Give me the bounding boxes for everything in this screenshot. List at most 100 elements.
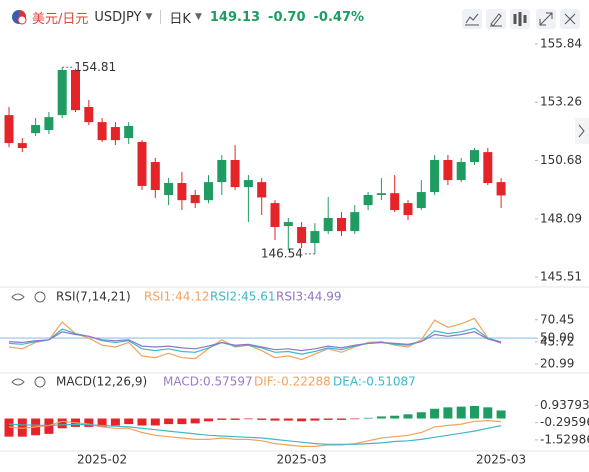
- candle-body: [350, 212, 360, 232]
- candle-body: [84, 106, 94, 123]
- candle-body: [44, 117, 54, 130]
- indicator-line: [8, 317, 502, 361]
- histogram-bar: [150, 418, 160, 426]
- histogram-bar: [496, 410, 506, 419]
- change: -0.70: [268, 9, 306, 25]
- histogram-bar: [376, 416, 386, 419]
- candle-body: [164, 183, 174, 195]
- histogram-bar: [350, 418, 360, 420]
- collapse-icon: [578, 124, 585, 138]
- candle-body: [323, 217, 333, 232]
- legend-entry: RSI3:44.99: [276, 290, 342, 304]
- eye-icon[interactable]: [11, 378, 25, 386]
- candle-body: [270, 203, 280, 228]
- x-tick-label: 2025-03: [476, 453, 526, 467]
- indicator-title: MACD(12,26,9): [56, 375, 147, 389]
- candle-body: [137, 141, 147, 186]
- histogram-bar: [403, 414, 413, 419]
- candle-body: [456, 162, 466, 181]
- histogram-bar: [456, 406, 466, 419]
- legend-entry: RSI1:44.12: [144, 290, 210, 304]
- histogram-bar: [17, 418, 27, 437]
- histogram-bar: [416, 412, 426, 419]
- y-tick-label: 20.99: [540, 356, 574, 370]
- histogram-bar: [97, 418, 107, 427]
- flag-icon: [12, 10, 27, 25]
- candle-body: [496, 182, 506, 196]
- histogram-bar: [190, 418, 200, 424]
- candle-body: [217, 160, 227, 183]
- histogram-bar: [470, 405, 479, 419]
- candle-body: [17, 143, 27, 149]
- candle-body: [430, 160, 440, 193]
- candle-body: [204, 182, 213, 201]
- legend-entry: DEA:-0.51087: [333, 375, 416, 389]
- histogram-bar: [84, 418, 94, 427]
- candle-body: [363, 194, 373, 206]
- tool-icon: [539, 12, 553, 26]
- y-tick-label: 70.45: [540, 312, 574, 326]
- candle-body: [71, 69, 80, 111]
- histogram-bar: [430, 408, 440, 419]
- histogram-bar: [323, 418, 333, 420]
- y-tick-label: 0.93793: [540, 398, 589, 412]
- change-pct: -0.47%: [313, 9, 365, 25]
- histogram-bar: [137, 418, 147, 426]
- rsi-controls: [11, 291, 46, 303]
- candle-body: [257, 182, 267, 198]
- annotation: 146.54: [261, 246, 303, 260]
- histogram-bar: [230, 418, 240, 420]
- histogram-bar: [443, 407, 453, 419]
- candle-body: [4, 115, 14, 144]
- tool-icon: [513, 12, 527, 26]
- histogram-bar: [217, 418, 227, 420]
- code[interactable]: USDJPY: [94, 9, 142, 25]
- candle-body: [177, 183, 187, 201]
- histogram-bar: [310, 418, 320, 421]
- y-tick-label: 153.26: [540, 95, 582, 109]
- gear-icon[interactable]: [34, 291, 46, 303]
- histogram-bar: [44, 418, 54, 434]
- histogram-bar: [57, 418, 67, 429]
- y-tick-label: -1.52986: [540, 432, 589, 446]
- candle-body: [483, 152, 493, 184]
- y-tick-label: 155.84: [540, 37, 582, 51]
- tool-icon: [465, 13, 479, 26]
- candle-body: [443, 160, 453, 181]
- histogram-bar: [177, 418, 187, 425]
- histogram-bar: [204, 418, 213, 422]
- period[interactable]: 日K: [169, 11, 191, 27]
- dropdown-arrow[interactable]: ▼: [145, 12, 153, 22]
- histogram-bar: [164, 418, 174, 425]
- candle-body: [310, 231, 320, 244]
- histogram-bar: [337, 418, 346, 420]
- collapse-button[interactable]: [575, 118, 589, 144]
- symbol[interactable]: 美元/日元: [32, 11, 89, 27]
- histogram-bar: [483, 407, 493, 419]
- annotation: 154.81: [74, 60, 116, 74]
- gear-icon[interactable]: [34, 376, 46, 388]
- legend-entry: RSI2:45.61: [210, 290, 276, 304]
- candle-body: [376, 193, 386, 195]
- candle-body: [57, 69, 67, 116]
- x-tick-label: 2025-02: [77, 453, 127, 467]
- legend-entry: DIF:-0.22288: [254, 375, 331, 389]
- candle-body: [190, 194, 200, 204]
- candle-body: [230, 160, 240, 188]
- candle-body: [470, 150, 479, 163]
- eye-icon[interactable]: [11, 293, 25, 301]
- histogram-bar: [297, 418, 307, 422]
- indicator-title: RSI(7,14,21): [56, 290, 131, 304]
- indicator-line: [8, 327, 502, 355]
- histogram-bar: [270, 418, 280, 421]
- dropdown-arrow[interactable]: ▼: [194, 12, 202, 22]
- candle-body: [243, 180, 253, 188]
- candle-body: [110, 127, 120, 141]
- tool-icon: [564, 13, 576, 25]
- histogram-bar: [243, 418, 253, 420]
- candle-body: [150, 162, 160, 191]
- macd-controls: [11, 376, 46, 388]
- histogram-bar: [363, 417, 373, 419]
- indicator-line: [8, 423, 502, 445]
- histogram-bar: [257, 418, 267, 420]
